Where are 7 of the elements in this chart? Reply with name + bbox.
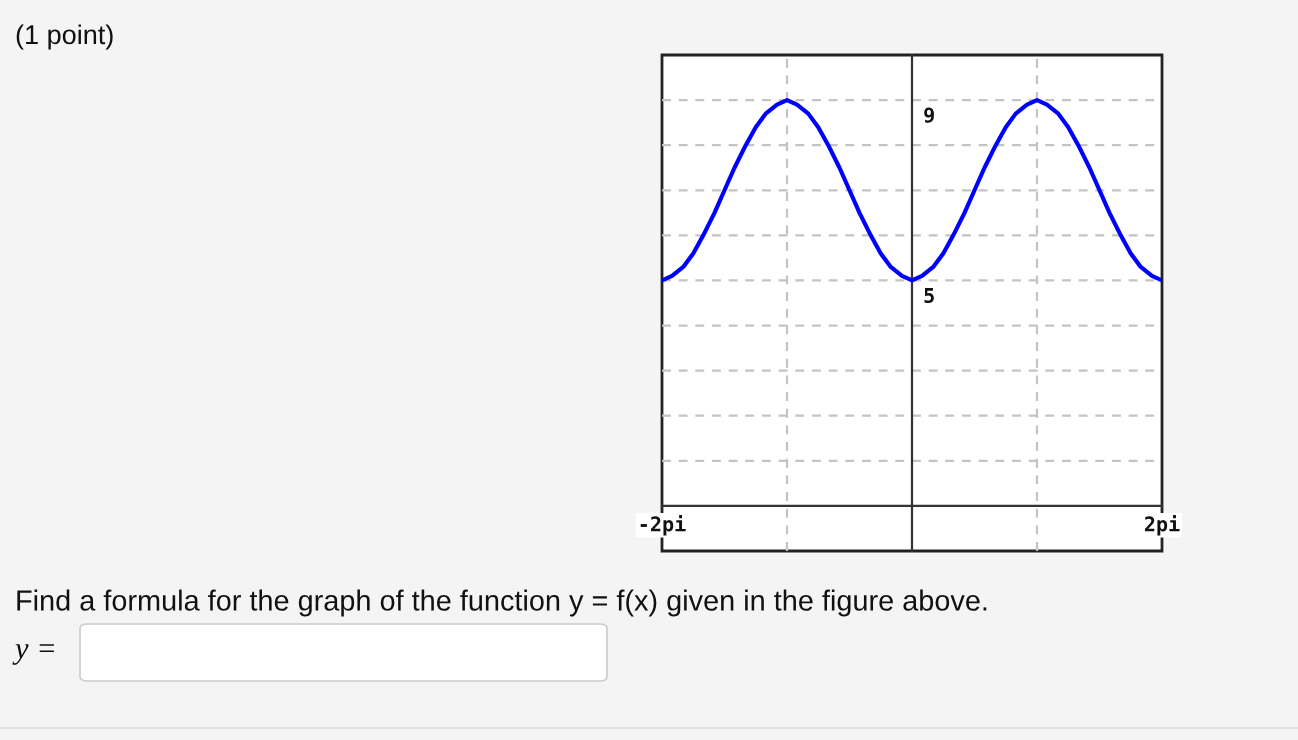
x-tick-label: -2pi: [640, 514, 686, 536]
y-tick-label: 5: [924, 288, 934, 304]
y-tick-label: 9: [924, 107, 934, 123]
text: y =: [12, 644, 54, 665]
x-tick-label: 2pi: [1144, 514, 1180, 536]
text: (1 point): [16, 24, 113, 50]
text: Find a formula for the graph of the function y = f(x) given in the figure above.: [17, 589, 987, 617]
